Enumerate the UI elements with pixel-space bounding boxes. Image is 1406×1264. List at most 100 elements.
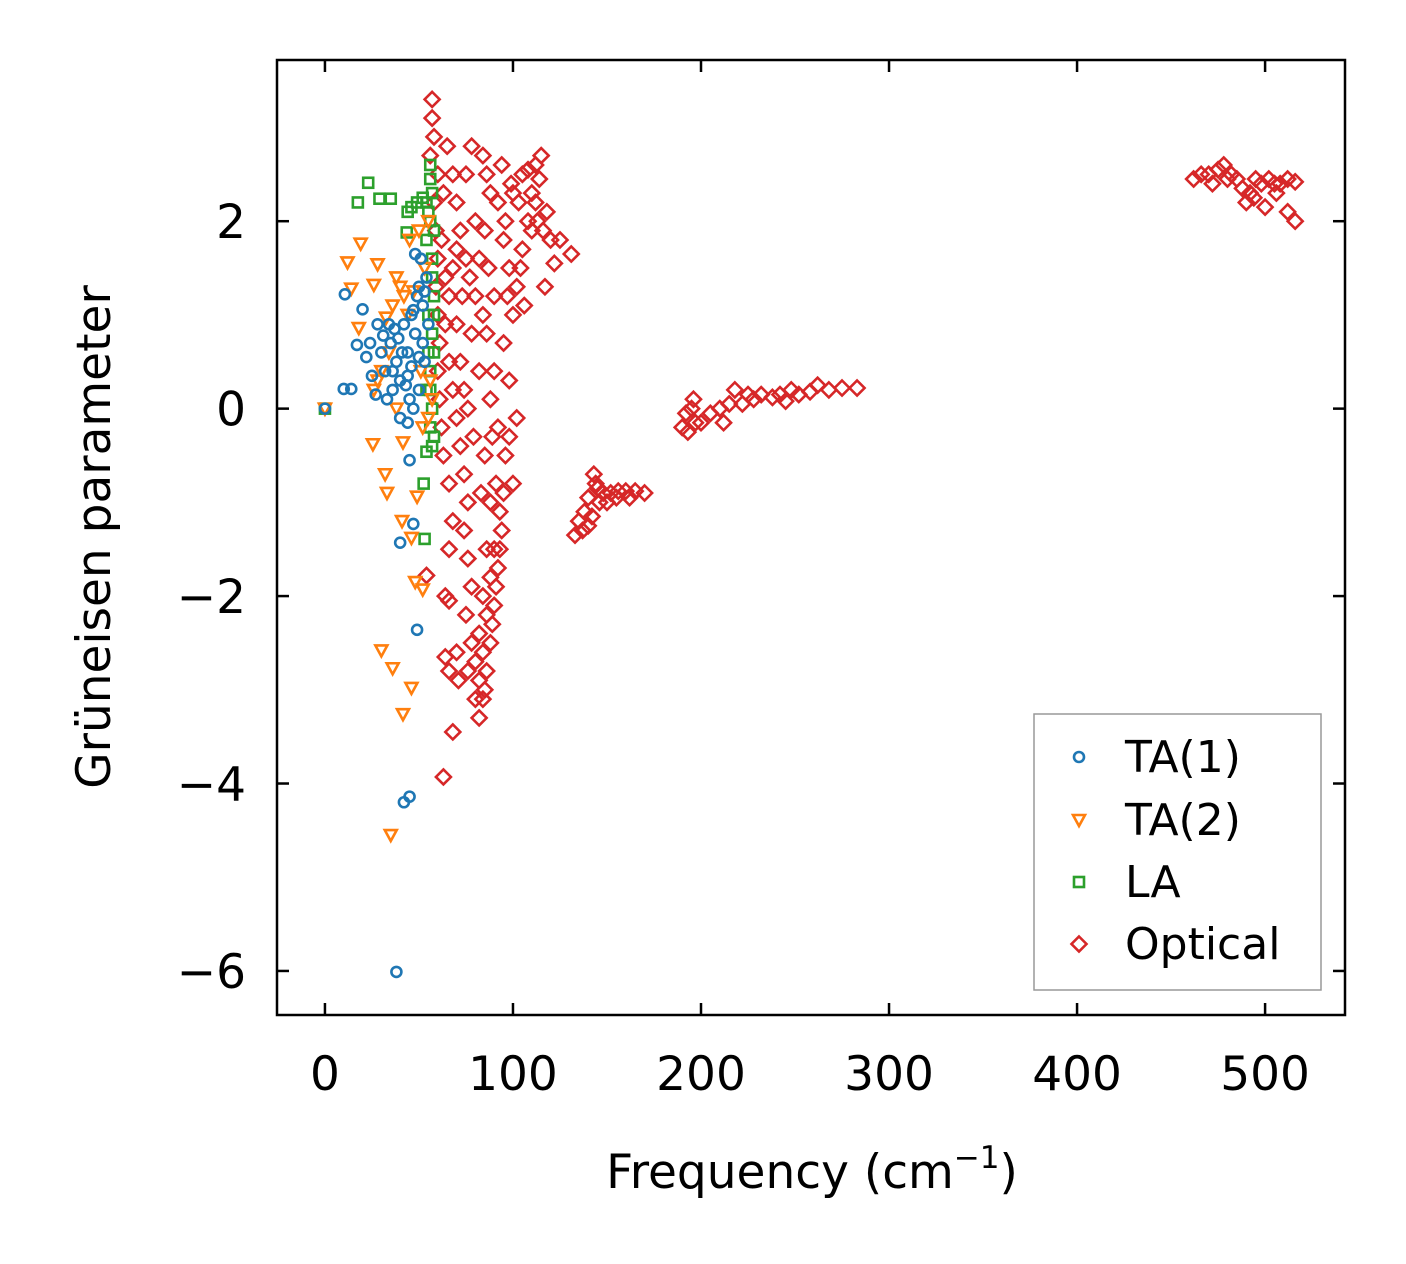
data-point [475, 680, 495, 700]
data-point [1218, 169, 1237, 189]
data-point [635, 483, 654, 503]
data-point [416, 299, 430, 312]
series-ta-2 [316, 214, 441, 844]
data-point [608, 481, 628, 501]
data-point [462, 577, 481, 597]
data-point [529, 169, 549, 189]
data-point [1285, 172, 1305, 192]
data-point [518, 211, 538, 231]
data-point [420, 271, 433, 284]
data-point [369, 258, 386, 274]
data-point [763, 388, 782, 407]
data-point [439, 474, 459, 493]
data-point [423, 392, 441, 408]
data-point [403, 790, 416, 803]
data-point [443, 722, 463, 742]
legend-item: LA [1072, 857, 1181, 908]
legend-label: TA(1) [1124, 732, 1241, 783]
data-point [428, 361, 448, 381]
data-point [497, 286, 517, 306]
data-point [428, 164, 448, 184]
data-point [412, 350, 426, 364]
data-point [384, 299, 401, 315]
data-point [388, 402, 405, 418]
data-point [1203, 174, 1222, 194]
data-point [545, 254, 564, 273]
data-point [439, 591, 459, 611]
data-point [578, 488, 598, 508]
data-point [365, 278, 383, 294]
data-point [439, 352, 459, 372]
data-point [496, 211, 515, 231]
data-point [725, 380, 745, 400]
x-tick-label: 200 [656, 1047, 746, 1102]
data-point [738, 385, 758, 404]
data-point [458, 399, 478, 418]
data-point [507, 277, 527, 297]
data-points [316, 90, 1305, 979]
data-point [443, 164, 463, 184]
data-point [535, 277, 555, 297]
data-point [458, 549, 478, 568]
legend-marker-icon [1069, 934, 1089, 954]
data-point [410, 623, 424, 637]
data-point [384, 192, 398, 206]
data-point [477, 661, 496, 681]
data-point [439, 539, 459, 559]
data-point [490, 539, 510, 559]
x-tick-label: 400 [1032, 1047, 1122, 1102]
y-axis-label: Grüneisen parameter [67, 285, 122, 789]
data-point [456, 605, 476, 625]
x-tick-label: 500 [1220, 1047, 1310, 1102]
data-point [578, 516, 598, 536]
data-point [494, 230, 513, 250]
data-point [447, 642, 466, 662]
data-point [620, 488, 639, 508]
data-point [678, 422, 698, 442]
data-point [339, 256, 356, 272]
legend-label: LA [1125, 857, 1181, 908]
data-point [503, 474, 523, 493]
legend-marker-icon [1072, 750, 1086, 764]
data-point [494, 333, 513, 353]
data-point [590, 493, 609, 512]
data-point [479, 258, 498, 278]
data-point [412, 383, 426, 397]
data-point [425, 271, 439, 284]
data-point [676, 403, 696, 423]
data-point [550, 230, 570, 250]
data-point [403, 531, 420, 547]
legend-item: TA(1) [1072, 732, 1241, 783]
data-point [338, 287, 352, 301]
data-point [1191, 164, 1211, 184]
data-point [582, 507, 602, 526]
data-point [682, 399, 701, 418]
data-point [1236, 193, 1256, 212]
data-point [350, 338, 364, 352]
data-point [714, 413, 733, 433]
data-point [407, 575, 424, 591]
data-point [427, 289, 441, 303]
data-point [460, 268, 480, 287]
data-point [832, 378, 852, 398]
data-point [607, 488, 626, 508]
data-point [447, 193, 466, 212]
data-point [481, 389, 500, 409]
data-point [719, 394, 739, 414]
data-point [503, 183, 523, 203]
data-point [1208, 160, 1228, 179]
data-point [486, 577, 506, 597]
data-point [454, 521, 474, 540]
y-tick-label: −6 [177, 945, 246, 1000]
data-point [408, 327, 422, 340]
data-point [847, 378, 867, 398]
data-point [430, 389, 449, 409]
data-point [363, 336, 377, 350]
data-point [584, 464, 604, 484]
data-point [401, 346, 414, 359]
data-point [447, 408, 466, 428]
legend-label: TA(2) [1124, 795, 1241, 846]
data-point [1285, 211, 1305, 231]
data-point [416, 336, 430, 350]
data-point [458, 661, 478, 681]
